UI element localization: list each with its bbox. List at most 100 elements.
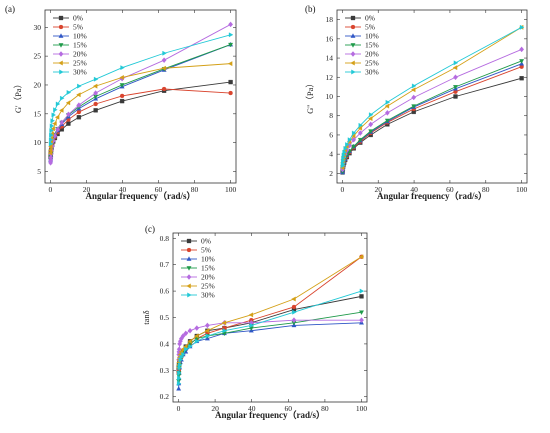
- data-point-30pct: [93, 76, 99, 82]
- data-point-30pct: [228, 32, 234, 38]
- legend-label: 10%: [73, 32, 87, 41]
- data-point-25pct: [384, 103, 390, 109]
- legend-label: 5%: [365, 23, 375, 32]
- data-point-25pct: [204, 328, 210, 334]
- x-tick-label: 100: [516, 185, 528, 194]
- y-axis-label: G''（Pa）: [305, 79, 315, 114]
- data-point-30pct: [49, 123, 55, 129]
- y-tick-label: 2: [329, 169, 333, 178]
- legend-label: 15%: [365, 41, 379, 50]
- legend-marker: [186, 247, 192, 253]
- data-point-30pct: [176, 381, 182, 386]
- data-point-5pct: [161, 86, 167, 92]
- data-point-30pct: [162, 50, 167, 56]
- x-tick-label: 80: [321, 404, 329, 413]
- data-point-25pct: [119, 75, 124, 80]
- data-point-20pct: [205, 322, 210, 329]
- data-point-20pct: [48, 154, 54, 161]
- x-tick-label: 20: [374, 185, 382, 194]
- data-point-0pct: [453, 94, 458, 99]
- data-point-30pct: [177, 375, 182, 381]
- data-point-25pct: [161, 65, 166, 71]
- y-tick-label: 18: [326, 15, 334, 24]
- x-tick-label: 80: [482, 185, 490, 194]
- data-point-20pct: [55, 126, 60, 133]
- legend-label: 0%: [201, 237, 211, 246]
- data-point-15pct: [357, 138, 363, 143]
- x-tick-label: 60: [285, 404, 293, 413]
- y-tick-label: 0.5: [160, 313, 170, 322]
- legend-label: 20%: [73, 50, 87, 59]
- x-tick-label: 0: [341, 185, 345, 194]
- legend-marker: [186, 256, 192, 261]
- data-point-25pct: [248, 312, 254, 318]
- x-axis-label: Angular frequency（rad/s）: [215, 410, 325, 420]
- series-line-30pct: [178, 290, 362, 384]
- data-point-5pct: [76, 109, 82, 115]
- data-point-0pct: [76, 115, 82, 120]
- data-point-25pct: [92, 83, 98, 89]
- data-point-30pct: [177, 370, 182, 376]
- data-point-15pct: [411, 104, 417, 109]
- y-tick-label: 20: [34, 80, 42, 89]
- data-point-30pct: [53, 107, 58, 113]
- data-point-30pct: [48, 137, 54, 143]
- y-tick-label: 0.8: [160, 234, 170, 243]
- legend-label: 5%: [201, 246, 211, 255]
- panel-label: (b): [305, 4, 316, 14]
- data-point-20pct: [48, 157, 54, 164]
- legend-label: 25%: [73, 59, 87, 68]
- x-axis-label: Angular frequency（rad/s）: [86, 191, 196, 201]
- data-point-5pct: [291, 304, 297, 310]
- x-tick-label: 40: [410, 185, 418, 194]
- x-tick-label: 80: [191, 185, 199, 194]
- data-point-30pct: [48, 141, 54, 147]
- data-point-30pct: [177, 362, 183, 368]
- data-point-25pct: [48, 144, 53, 150]
- data-point-20pct: [76, 102, 82, 108]
- y-tick-label: 0.3: [160, 366, 170, 375]
- data-point-0pct: [119, 98, 125, 104]
- legend-label: 30%: [201, 291, 215, 300]
- data-point-20pct: [411, 94, 417, 101]
- legend-marker: [350, 43, 356, 48]
- panel-label: (a): [5, 4, 15, 14]
- data-point-15pct: [384, 118, 390, 124]
- x-tick-label: 20: [83, 185, 91, 194]
- data-point-30pct: [453, 60, 459, 66]
- data-point-25pct: [227, 61, 233, 67]
- legend-marker: [186, 238, 192, 244]
- data-point-5pct: [93, 101, 98, 107]
- legend-marker: [350, 24, 356, 30]
- data-point-30pct: [77, 83, 82, 89]
- data-point-20pct: [93, 90, 99, 96]
- legend-label: 0%: [365, 14, 375, 23]
- panel-label: (c): [145, 224, 155, 234]
- legend-marker: [186, 266, 192, 271]
- data-point-20pct: [66, 111, 71, 118]
- chart-panel-1: (a) 0 20 40 60 80 100 5 10 15 20 25 30 Angular freque…: [5, 4, 236, 201]
- data-point-30pct: [519, 24, 525, 30]
- data-point-25pct: [367, 116, 373, 122]
- data-point-20pct: [59, 119, 65, 126]
- y-tick-label: 25: [34, 52, 42, 61]
- data-point-0pct: [519, 76, 524, 81]
- legend-marker: [58, 24, 64, 30]
- data-point-30pct: [51, 112, 56, 118]
- legend-marker: [58, 33, 64, 38]
- y-tick-label: 30: [34, 23, 42, 32]
- data-point-25pct: [291, 296, 296, 302]
- series-line-15pct: [178, 311, 362, 381]
- legend-marker: [350, 33, 356, 38]
- legend-marker: [186, 274, 192, 280]
- data-point-25pct: [59, 107, 64, 113]
- legend-marker: [58, 15, 64, 21]
- data-point-25pct: [52, 121, 57, 127]
- legend: 0%5%10%15%20%25%30%: [345, 14, 379, 77]
- legend-marker: [350, 60, 355, 66]
- x-tick-label: 40: [119, 185, 127, 194]
- x-tick-label: 20: [211, 404, 219, 413]
- data-point-25pct: [411, 87, 416, 93]
- x-tick-label: 0: [49, 185, 53, 194]
